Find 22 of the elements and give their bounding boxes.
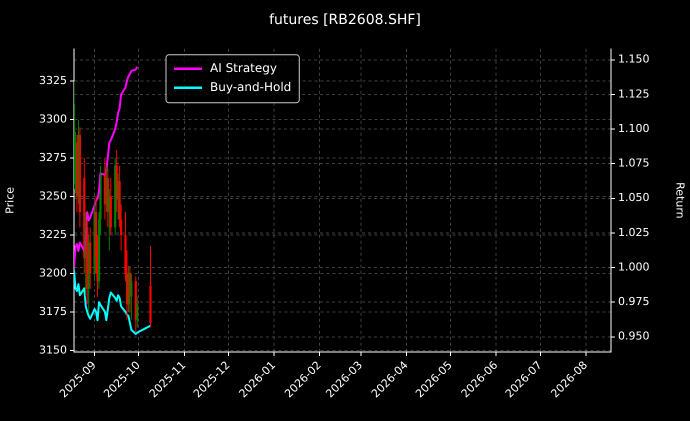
legend-label: Buy-and-Hold [210, 80, 292, 94]
y2-axis-title: Return [674, 182, 687, 219]
y-tick-label: 3325 [39, 74, 67, 87]
y2-tick-label: 1.075 [618, 156, 650, 170]
chart-title: futures [RB2608.SHF] [269, 12, 421, 28]
y2-tick-label: 1.000 [618, 260, 650, 274]
y-axis-title: Price [3, 186, 16, 214]
y2-tick-label: 0.950 [618, 330, 650, 343]
y-tick-label: 3275 [39, 150, 67, 164]
y2-tick-label: 0.975 [618, 295, 650, 308]
y2-tick-label: 1.125 [618, 87, 650, 100]
y2-tick-label: 1.100 [618, 122, 650, 135]
y-tick-label: 3150 [39, 343, 67, 356]
y-tick-label: 3225 [39, 228, 67, 241]
y-tick-label: 3300 [39, 112, 67, 126]
y2-tick-label: 1.025 [618, 226, 650, 239]
y-tick-label: 3175 [39, 304, 67, 318]
y2-tick-label: 1.050 [618, 191, 650, 204]
y2-tick-label: 1.150 [618, 52, 650, 66]
y-tick-label: 3250 [39, 189, 67, 202]
y-tick-label: 3200 [39, 266, 67, 280]
legend-label: AI Strategy [210, 60, 277, 75]
